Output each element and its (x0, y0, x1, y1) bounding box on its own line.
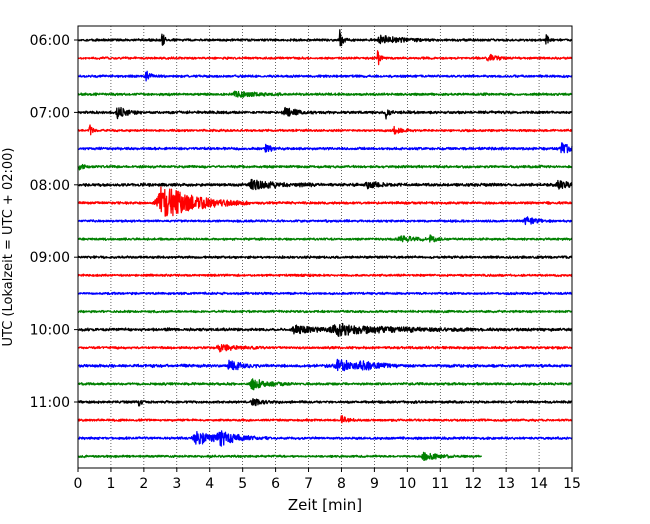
trace-0915 (77, 273, 573, 278)
x-tick-label-4: 4 (205, 476, 214, 492)
trace-0945 (77, 309, 573, 314)
trace-1030 (77, 358, 573, 372)
x-tick-label-2: 2 (139, 476, 148, 492)
x-axis-label: Zeit [min] (288, 496, 362, 514)
x-tick-label-8: 8 (337, 476, 346, 492)
trace-1045 (77, 378, 573, 391)
y-tick-label-0800: 08:00 (30, 178, 70, 194)
x-tick-label-0: 0 (74, 476, 83, 492)
y-axis-label: UTC (Lokalzeit = UTC + 02:00) (1, 148, 16, 347)
x-tick-label-14: 14 (530, 476, 548, 492)
trace-0830 (77, 216, 573, 226)
x-tick-label-6: 6 (271, 476, 280, 492)
trace-0845 (77, 234, 573, 243)
x-tick-label-9: 9 (370, 476, 379, 492)
trace-1100 (77, 397, 573, 407)
trace-0815 (77, 186, 573, 217)
trace-0700 (77, 106, 573, 120)
x-tick-label-10: 10 (398, 476, 416, 492)
trace-0600 (77, 29, 573, 47)
trace-1015 (77, 344, 573, 353)
trace-1000 (77, 322, 573, 338)
plot-frame (77, 25, 573, 469)
trace-0615 (77, 50, 573, 66)
y-axis-ticks: 06:00 07:00 08:00 09:00 10:00 11:00 (30, 33, 78, 411)
trace-0645 (77, 90, 573, 98)
x-tick-label-13: 13 (497, 476, 515, 492)
x-tick-label-3: 3 (172, 476, 181, 492)
trace-1145 (77, 451, 483, 461)
trace-0730 (77, 142, 573, 154)
trace-0630 (77, 70, 573, 82)
trace-1115 (77, 415, 573, 424)
x-tick-label-7: 7 (304, 476, 313, 492)
trace-0930 (77, 291, 573, 296)
x-tick-label-12: 12 (464, 476, 482, 492)
x-tick-label-5: 5 (238, 476, 247, 492)
x-axis-ticks: 0 1 2 3 4 5 6 7 8 9 10 11 12 13 14 15 (74, 468, 581, 492)
y-tick-label-1000: 10:00 (30, 323, 70, 339)
y-tick-label-1100: 11:00 (30, 395, 70, 411)
helicorder-traces (77, 29, 573, 461)
y-tick-label-0900: 09:00 (30, 250, 70, 266)
x-tick-label-11: 11 (431, 476, 449, 492)
y-tick-label-0600: 06:00 (30, 33, 70, 49)
trace-0715 (77, 124, 573, 136)
trace-0800 (77, 178, 573, 191)
trace-0745 (77, 163, 573, 171)
trace-0900 (77, 255, 573, 260)
x-tick-label-15: 15 (563, 476, 581, 492)
x-tick-label-1: 1 (106, 476, 115, 492)
y-tick-label-0700: 07:00 (30, 105, 70, 121)
trace-1130 (77, 430, 573, 447)
